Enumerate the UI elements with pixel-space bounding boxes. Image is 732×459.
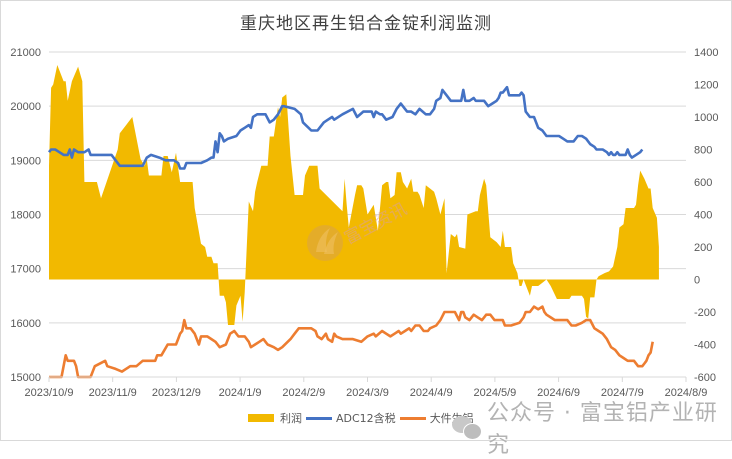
x-tick: 2023/11/9: [89, 387, 137, 399]
legend-item-profit[interactable]: 利润: [248, 410, 302, 426]
legend-swatch-adc12: [306, 416, 332, 420]
chart-title: 重庆地区再生铝合金锭利润监测: [240, 14, 492, 34]
x-tick: 2024/3/9: [346, 387, 389, 399]
legend-swatch-profit: [248, 414, 274, 422]
y-left-tick: 15000: [10, 372, 41, 384]
x-tick: 2023/12/9: [152, 387, 201, 399]
x-tick: 2024/8/9: [665, 387, 708, 399]
wechat-watermark: 公众号 · 富宝铝产业研究: [452, 395, 732, 459]
y-right-tick: -600: [694, 372, 716, 384]
legend-label-profit: 利润: [280, 412, 302, 425]
y-right-tick: 1400: [694, 47, 718, 59]
x-axis: 2023/10/9 2023/11/9 2023/12/9 2024/1/9 2024/…: [25, 376, 708, 399]
chart-plot: 富宝资讯 15000160001700018000190002000021000…: [10, 47, 718, 399]
y-left-tick: 17000: [10, 264, 41, 276]
y-right-tick: 400: [694, 210, 712, 222]
y-right-tick: -400: [694, 340, 716, 352]
x-tick: 2024/1/9: [219, 387, 262, 399]
y-right-tick: 1000: [694, 112, 718, 124]
legend: 利润 ADC12含税 大件生铝: [248, 410, 478, 426]
y-right-tick: 0: [694, 275, 700, 287]
legend-label-adc12: ADC12含税: [336, 412, 396, 425]
y-left-tick: 18000: [10, 210, 41, 222]
y-left-tick: 20000: [10, 101, 41, 113]
y-right-tick: -200: [694, 307, 716, 319]
watermark-text: 公众号 · 富宝铝产业研究: [486, 401, 718, 458]
x-tick: 2024/2/9: [282, 387, 325, 399]
y-left-tick: 19000: [10, 155, 41, 167]
y-right-tick: 1200: [694, 80, 718, 92]
y-right-tick: 200: [694, 242, 712, 254]
y-axis-right: -600 -400 -200 0 200 400 600 800 1000 1200 1400: [694, 47, 718, 384]
wechat-icon: [452, 414, 482, 440]
series-lines: [47, 85, 654, 379]
x-tick: 2024/7/9: [601, 387, 644, 399]
x-tick: 2024/6/9: [537, 387, 580, 399]
legend-swatch-scrap: [399, 416, 426, 420]
y-axis-left: 15000 16000 17000 18000 19000 20000 21000: [10, 47, 41, 384]
x-tick: 2023/10/9: [25, 387, 74, 399]
x-tick: 2024/4/9: [410, 387, 453, 399]
y-right-tick: 600: [694, 177, 712, 189]
x-tick: 2024/5/9: [473, 387, 516, 399]
y-left-tick: 21000: [10, 47, 41, 59]
series-profit-area: [49, 65, 659, 325]
y-right-tick: 800: [694, 145, 712, 157]
legend-item-adc12[interactable]: ADC12含税: [306, 410, 396, 426]
y-left-tick: 16000: [10, 318, 41, 330]
